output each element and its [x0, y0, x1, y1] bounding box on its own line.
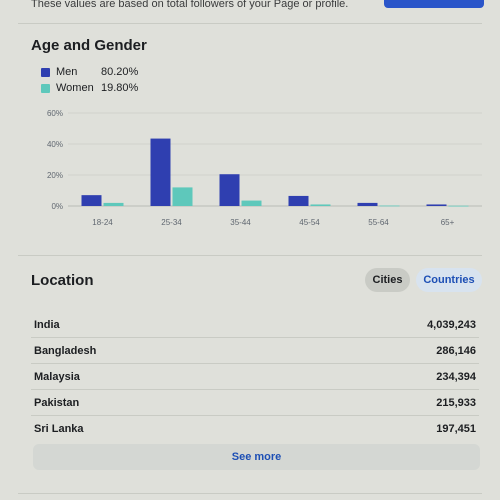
- bar-women-65+[interactable]: [448, 205, 469, 207]
- followers-note: These values are based on total follower…: [31, 0, 349, 10]
- legend-label: Women: [56, 82, 94, 94]
- country-name: Malaysia: [34, 371, 80, 383]
- bar-women-35-44[interactable]: [241, 200, 262, 206]
- women-swatch: [41, 84, 50, 93]
- bar-women-25-34[interactable]: [172, 187, 193, 206]
- see-more-button[interactable]: See more: [33, 444, 480, 470]
- divider: [18, 255, 482, 256]
- divider: [18, 23, 482, 24]
- country-value: 4,039,243: [427, 319, 476, 331]
- tab-cities[interactable]: Cities: [365, 268, 410, 292]
- bar-women-45-54[interactable]: [310, 204, 331, 206]
- bar-men-35-44[interactable]: [219, 174, 240, 206]
- y-tick-label: 60%: [47, 109, 63, 118]
- bar-women-55-64[interactable]: [379, 205, 400, 207]
- country-name: Bangladesh: [34, 345, 97, 357]
- country-name: India: [34, 319, 60, 331]
- bar-men-65+[interactable]: [426, 204, 447, 206]
- y-tick-label: 40%: [47, 140, 63, 149]
- bar-men-25-34[interactable]: [150, 138, 171, 206]
- country-value: 286,146: [436, 345, 476, 357]
- bar-men-55-64[interactable]: [357, 202, 378, 206]
- legend-label: Men: [56, 66, 78, 78]
- country-value: 234,394: [436, 371, 476, 383]
- bar-women-18-24[interactable]: [103, 202, 124, 206]
- x-tick-label: 55-64: [368, 218, 389, 227]
- x-tick-label: 45-54: [299, 218, 320, 227]
- country-name: Sri Lanka: [34, 423, 84, 435]
- x-tick-label: 35-44: [230, 218, 251, 227]
- bar-men-18-24[interactable]: [81, 195, 102, 206]
- age-gender-title: Age and Gender: [31, 37, 147, 54]
- list-item: Bangladesh 286,146: [31, 337, 479, 364]
- country-value: 197,451: [436, 423, 476, 435]
- country-name: Pakistan: [34, 397, 80, 409]
- y-tick-label: 0%: [51, 202, 63, 211]
- list-item: Pakistan 215,933: [31, 389, 479, 416]
- tab-countries[interactable]: Countries: [416, 268, 482, 292]
- y-tick-label: 20%: [47, 171, 63, 180]
- top-action-button[interactable]: [384, 0, 484, 8]
- divider: [18, 493, 482, 494]
- bar-men-45-54[interactable]: [288, 195, 309, 206]
- list-item: Sri Lanka 197,451: [31, 415, 479, 441]
- legend-value: 19.80%: [101, 82, 139, 94]
- country-value: 215,933: [436, 397, 476, 409]
- legend-value: 80.20%: [101, 66, 139, 78]
- men-swatch: [41, 68, 50, 77]
- x-tick-label: 18-24: [92, 218, 113, 227]
- location-title: Location: [31, 272, 94, 289]
- x-tick-label: 25-34: [161, 218, 182, 227]
- x-tick-label: 65+: [441, 218, 455, 227]
- list-item: Malaysia 234,394: [31, 363, 479, 390]
- list-item: India 4,039,243: [31, 311, 479, 338]
